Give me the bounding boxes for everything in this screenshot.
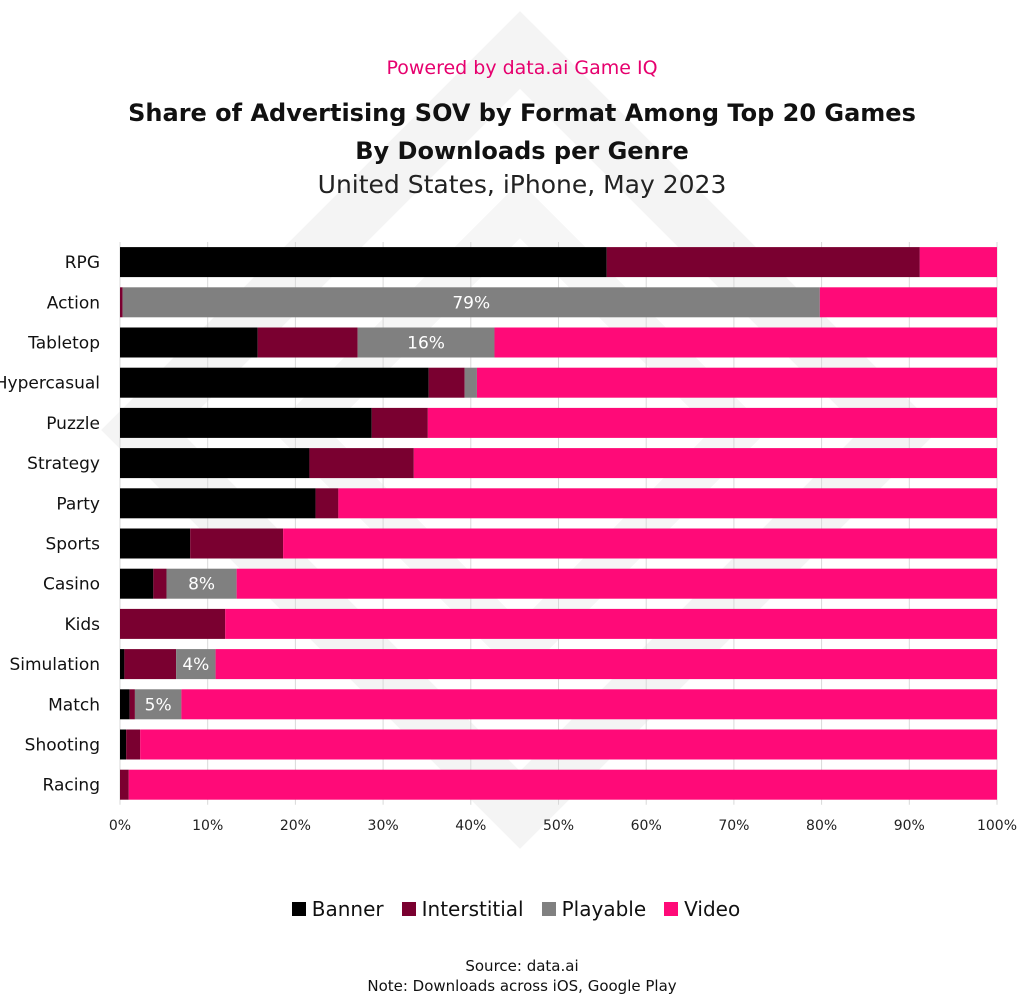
x-tick-label: 40% (455, 818, 486, 834)
legend-swatch-interstitial (401, 902, 416, 916)
chart-title-line2: By Downloads per Genre (355, 137, 689, 165)
bar-segment-video (283, 528, 997, 559)
x-tick-label: 10% (192, 818, 223, 834)
bar-segment-interstitial (153, 568, 167, 599)
bar-segment-banner (120, 327, 258, 358)
bar-segment-playable (464, 367, 477, 398)
legend-swatch-playable (541, 902, 556, 916)
bar-segment-interstitial (120, 608, 226, 639)
x-tick-label: 100% (977, 818, 1017, 834)
legend-label-video: Video (684, 897, 741, 921)
bar-segment-video (225, 608, 998, 639)
category-label: Party (56, 494, 100, 514)
bar-segment-interstitial (190, 528, 284, 559)
category-label: Hypercasual (0, 374, 100, 394)
legend-label-interstitial: Interstitial (421, 897, 524, 921)
bar-segment-interstitial (315, 488, 339, 519)
category-label: RPG (65, 253, 100, 273)
legend-item-playable: Playable (541, 897, 647, 921)
bar-segment-banner (120, 649, 125, 680)
category-label: Action (47, 293, 100, 313)
legend-label-playable: Playable (561, 897, 647, 921)
data-label: 8% (188, 575, 215, 595)
bar-segment-video (819, 287, 997, 318)
category-label: Tabletop (27, 334, 100, 354)
x-tick-label: 90% (894, 818, 925, 834)
bar-segment-playable (176, 649, 216, 680)
data-label: 5% (145, 695, 172, 715)
bar-segment-playable (134, 689, 182, 720)
x-tick-label: 70% (718, 818, 749, 834)
chart-title-line1: Share of Advertising SOV by Format Among… (128, 99, 916, 127)
bar-segment-video (128, 769, 997, 800)
bar-segment-video (413, 448, 997, 479)
stacked-bar-chart: 0% 10% 20% 30% 40% 50% 60% 70% 80% 90% 100% RPG Acti… (0, 242, 1017, 834)
legend-item-video: Video (664, 897, 740, 921)
bar-segment-video (140, 729, 997, 760)
bar-segment-banner (120, 689, 130, 720)
bar-segment-interstitial (606, 247, 920, 278)
category-label: Simulation (9, 655, 100, 675)
legend-swatch-video (664, 902, 679, 916)
bar-segment-interstitial (428, 367, 465, 398)
x-tick-label: 30% (368, 818, 399, 834)
bar-segment-video (427, 407, 997, 438)
bar-segment-banner (120, 528, 191, 559)
bar-segment-banner (120, 568, 154, 599)
category-label: Racing (43, 776, 101, 796)
x-tick-label: 50% (543, 818, 574, 834)
bar-segment-playable (122, 287, 820, 318)
bar-segment-playable (357, 327, 495, 358)
bar-segment-banner (120, 367, 429, 398)
bar-segment-interstitial (124, 649, 177, 680)
bar-segment-video (919, 247, 997, 278)
bar-segment-interstitial (120, 769, 129, 800)
legend-label-banner: Banner (311, 897, 384, 921)
bar-segment-banner (120, 448, 310, 479)
powered-by-text: Powered by data.ai Game IQ (386, 57, 658, 79)
note-text: Note: Downloads across iOS, Google Play (367, 977, 677, 995)
legend: Banner Interstitial Playable Video (0, 897, 1032, 921)
bar-segment-interstitial (129, 689, 135, 720)
category-label: Puzzle (46, 414, 100, 434)
legend-item-banner: Banner (291, 897, 384, 921)
chart-subtitle: United States, iPhone, May 2023 (317, 170, 727, 199)
bar-segment-video (181, 689, 997, 720)
legend-item-interstitial: Interstitial (401, 897, 524, 921)
x-tick-label: 60% (631, 818, 662, 834)
category-label: Shooting (25, 736, 100, 756)
data-label: 79% (452, 293, 490, 313)
source-note: Source: data.ai Note: Downloads across i… (0, 956, 1032, 996)
data-label: 4% (182, 655, 209, 675)
bar-segment-interstitial (371, 407, 428, 438)
x-tick-label: 20% (280, 818, 311, 834)
x-tick-label: 80% (806, 818, 837, 834)
data-label: 16% (407, 334, 445, 354)
source-text: Source: data.ai (465, 957, 579, 975)
bar-segment-banner (120, 729, 127, 760)
bar-segment-interstitial (257, 327, 358, 358)
category-label: Casino (43, 575, 100, 595)
x-tick-label: 0% (109, 818, 131, 834)
category-label: Match (48, 695, 100, 715)
bar-segment-interstitial (126, 729, 141, 760)
bar-segment-interstitial (309, 448, 414, 479)
bar-segment-video (494, 327, 997, 358)
bar-segment-playable (166, 568, 237, 599)
bar-segment-video (236, 568, 998, 599)
chart-title: Share of Advertising SOV by Format Among… (0, 94, 1032, 170)
bar-segment-banner (120, 488, 316, 519)
bar-segment-video (215, 649, 997, 680)
category-label: Sports (46, 535, 101, 555)
bar-segment-interstitial (120, 287, 123, 318)
bar-segment-banner (120, 407, 372, 438)
bar-segment-video (338, 488, 997, 519)
legend-swatch-banner (291, 902, 306, 916)
category-label: Kids (64, 615, 100, 635)
bar-segment-video (476, 367, 998, 398)
category-label: Strategy (27, 454, 100, 474)
bar-segment-banner (120, 247, 607, 278)
